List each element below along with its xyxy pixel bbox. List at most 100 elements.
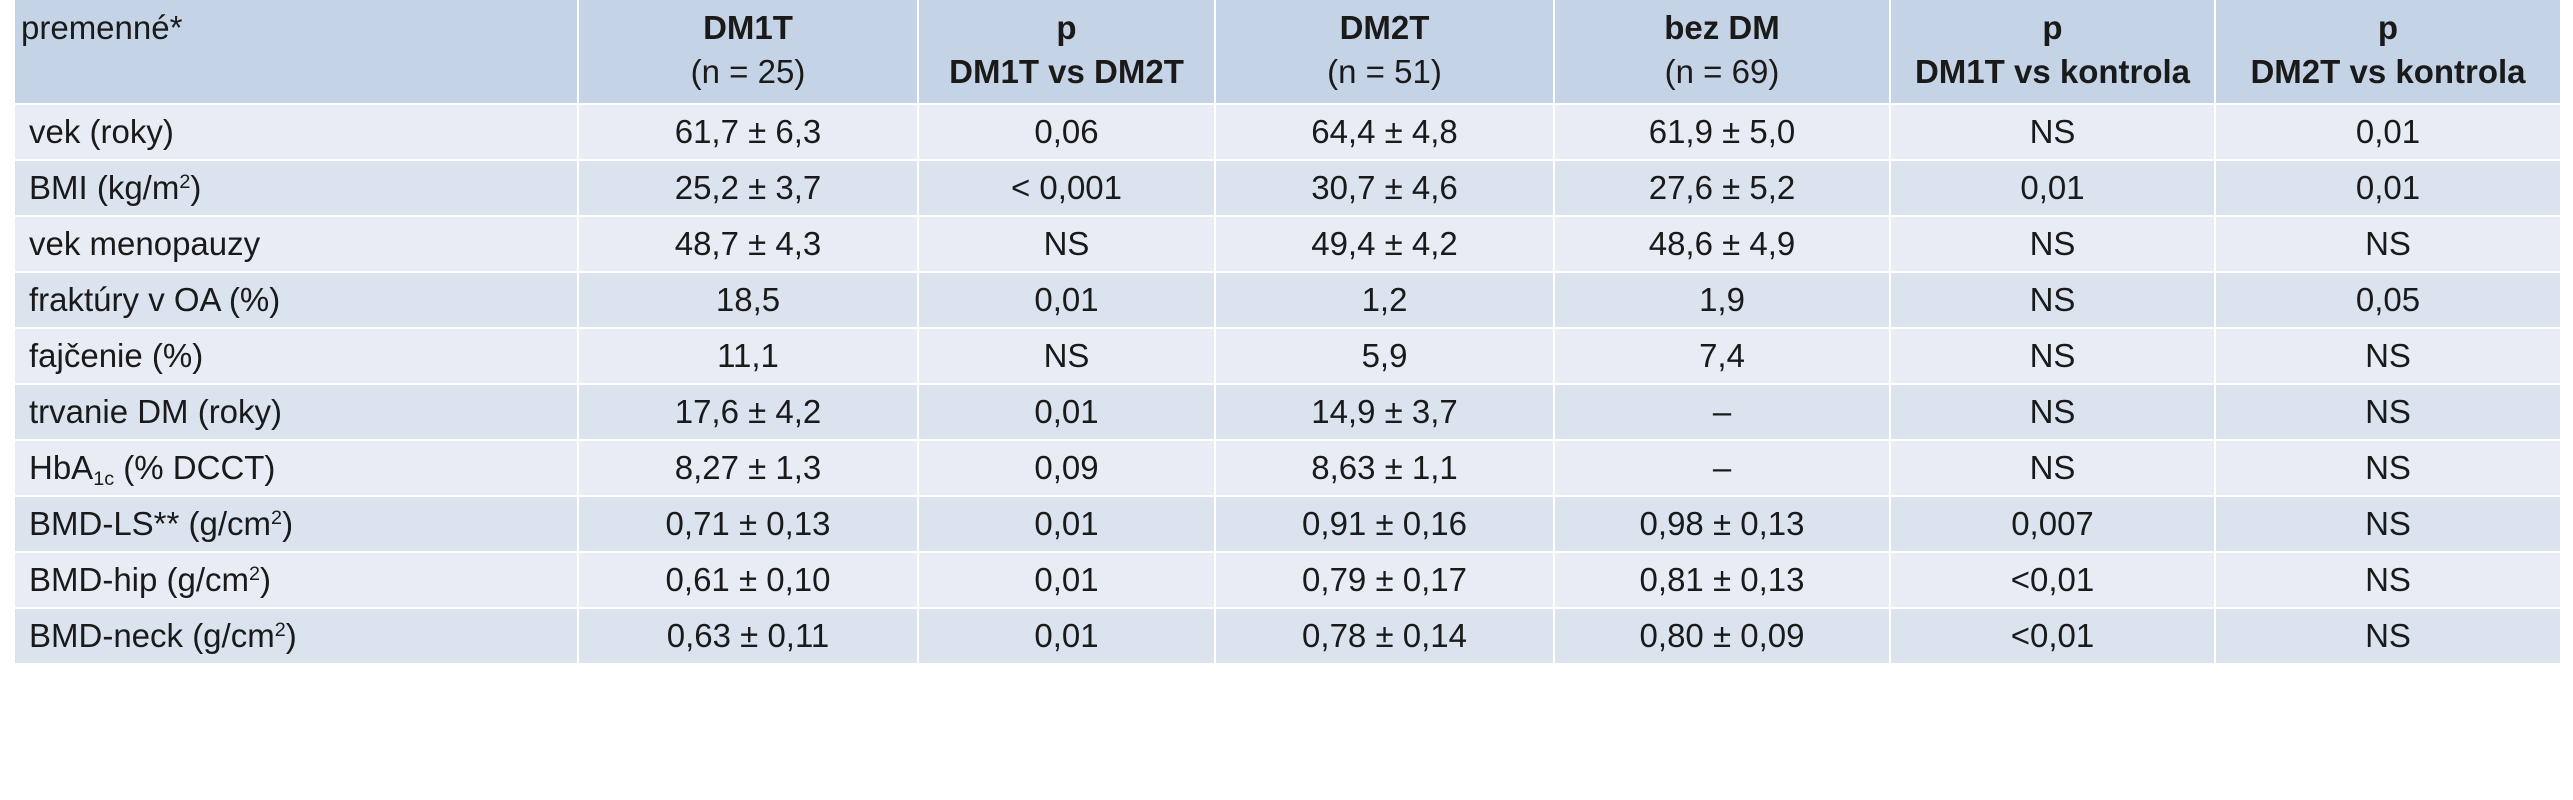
- cell-dm2t: 5,9: [1215, 327, 1555, 384]
- cell-p-dm2t-kontrola: NS: [2215, 439, 2560, 496]
- header-p-title: p: [2377, 9, 2399, 46]
- row-label: BMI (kg/m2): [15, 159, 579, 216]
- header-bez-dm-title: bez DM: [1664, 9, 1780, 46]
- table-row: BMD-hip (g/cm2) 0,61 ± 0,10 0,01 0,79 ± …: [15, 551, 2560, 608]
- cell-dm2t: 0,91 ± 0,16: [1215, 495, 1555, 552]
- cell-p-dm2t-kontrola: 0,01: [2215, 159, 2560, 216]
- row-label-main: BMD-hip (g/cm: [29, 561, 250, 598]
- cell-dm1t: 0,61 ± 0,10: [578, 551, 919, 608]
- table-row: HbA1c (% DCCT) 8,27 ± 1,3 0,09 8,63 ± 1,…: [15, 439, 2560, 496]
- header-variables: premenné*: [15, 0, 579, 104]
- cell-p-dm1t-dm2t: NS: [918, 327, 1216, 384]
- cell-dm1t: 48,7 ± 4,3: [578, 215, 919, 272]
- table-row: BMI (kg/m2) 25,2 ± 3,7 < 0,001 30,7 ± 4,…: [15, 159, 2560, 216]
- cell-bez-dm: –: [1554, 439, 1891, 496]
- cell-p-dm1t-kontrola: NS: [1890, 103, 2216, 160]
- cell-p-dm1t-kontrola: <0,01: [1890, 607, 2216, 663]
- cell-p-dm2t-kontrola: 0,01: [2215, 103, 2560, 160]
- cell-p-dm1t-dm2t: 0,01: [918, 271, 1216, 328]
- header-p-title: p: [1056, 9, 1077, 46]
- cell-dm1t: 17,6 ± 4,2: [578, 383, 919, 440]
- row-label: fraktúry v OA (%): [15, 271, 579, 328]
- cell-p-dm1t-dm2t: NS: [918, 215, 1216, 272]
- cell-bez-dm: 7,4: [1554, 327, 1891, 384]
- cell-p-dm1t-kontrola: 0,01: [1890, 159, 2216, 216]
- cell-p-dm2t-kontrola: NS: [2215, 383, 2560, 440]
- table-body: vek (roky) 61,7 ± 6,3 0,06 64,4 ± 4,8 61…: [15, 103, 2560, 663]
- cell-bez-dm: 27,6 ± 5,2: [1554, 159, 1891, 216]
- row-label-main: BMD-LS** (g/cm: [29, 505, 272, 542]
- row-label: BMD-LS** (g/cm2): [15, 495, 579, 552]
- table-header: premenné* DM1T (n = 25) p DM1T vs DM2T D…: [15, 0, 2560, 104]
- cell-bez-dm: 0,80 ± 0,09: [1554, 607, 1891, 663]
- header-p-comparison: DM1T vs kontrola: [1914, 53, 2191, 90]
- header-row: premenné* DM1T (n = 25) p DM1T vs DM2T D…: [15, 0, 2560, 104]
- cell-bez-dm: 61,9 ± 5,0: [1554, 103, 1891, 160]
- cell-bez-dm: 0,98 ± 0,13: [1554, 495, 1891, 552]
- cell-p-dm1t-kontrola: NS: [1890, 271, 2216, 328]
- row-label-superscript: 2: [249, 563, 261, 586]
- header-dm2t-count: (n = 51): [1327, 53, 1442, 90]
- row-label-end: ): [190, 169, 202, 206]
- header-bez-dm-count: (n = 69): [1664, 53, 1780, 90]
- cell-dm2t: 49,4 ± 4,2: [1215, 215, 1555, 272]
- cell-p-dm1t-dm2t: 0,06: [918, 103, 1216, 160]
- cell-p-dm2t-kontrola: NS: [2215, 551, 2560, 608]
- cell-p-dm1t-kontrola: 0,007: [1890, 495, 2216, 552]
- table-row: vek menopauzy 48,7 ± 4,3 NS 49,4 ± 4,2 4…: [15, 215, 2560, 272]
- cell-dm2t: 0,79 ± 0,17: [1215, 551, 1555, 608]
- cell-dm1t: 0,63 ± 0,11: [578, 607, 919, 663]
- row-label: trvanie DM (roky): [15, 383, 579, 440]
- row-label: HbA1c (% DCCT): [15, 439, 579, 496]
- cell-p-dm2t-kontrola: NS: [2215, 607, 2560, 663]
- row-label: BMD-hip (g/cm2): [15, 551, 579, 608]
- cell-bez-dm: 48,6 ± 4,9: [1554, 215, 1891, 272]
- header-p-dm1t-dm2t: p DM1T vs DM2T: [918, 0, 1216, 104]
- row-label-superscript: 2: [271, 507, 283, 530]
- cell-dm2t: 0,78 ± 0,14: [1215, 607, 1555, 663]
- table-row: fajčenie (%) 11,1 NS 5,9 7,4 NS NS: [15, 327, 2560, 384]
- cell-bez-dm: 1,9: [1554, 271, 1891, 328]
- cell-dm1t: 8,27 ± 1,3: [578, 439, 919, 496]
- header-p-dm2t-kontrola: p DM2T vs kontrola: [2215, 0, 2560, 104]
- row-label-main: HbA: [29, 449, 94, 486]
- cell-p-dm1t-dm2t: 0,01: [918, 383, 1216, 440]
- cell-dm2t: 14,9 ± 3,7: [1215, 383, 1555, 440]
- table-row: BMD-neck (g/cm2) 0,63 ± 0,11 0,01 0,78 ±…: [15, 607, 2560, 663]
- cell-dm2t: 1,2: [1215, 271, 1555, 328]
- row-label: fajčenie (%): [15, 327, 579, 384]
- header-dm2t-title: DM2T: [1339, 9, 1430, 46]
- row-label: vek menopauzy: [15, 215, 579, 272]
- cell-p-dm1t-kontrola: NS: [1890, 215, 2216, 272]
- header-dm1t-count: (n = 25): [690, 53, 806, 90]
- table-row: BMD-LS** (g/cm2) 0,71 ± 0,13 0,01 0,91 ±…: [15, 495, 2560, 552]
- cell-dm1t: 0,71 ± 0,13: [578, 495, 919, 552]
- cell-p-dm1t-dm2t: 0,01: [918, 551, 1216, 608]
- header-dm1t: DM1T (n = 25): [578, 0, 919, 104]
- cell-p-dm2t-kontrola: NS: [2215, 215, 2560, 272]
- header-dm2t: DM2T (n = 51): [1215, 0, 1555, 104]
- table-row: trvanie DM (roky) 17,6 ± 4,2 0,01 14,9 ±…: [15, 383, 2560, 440]
- cell-dm2t: 30,7 ± 4,6: [1215, 159, 1555, 216]
- header-bez-dm: bez DM (n = 69): [1554, 0, 1891, 104]
- header-p-dm1t-kontrola: p DM1T vs kontrola: [1890, 0, 2216, 104]
- cell-dm1t: 61,7 ± 6,3: [578, 103, 919, 160]
- row-label-superscript: 2: [179, 171, 191, 194]
- cell-p-dm1t-dm2t: < 0,001: [918, 159, 1216, 216]
- data-table-container: premenné* DM1T (n = 25) p DM1T vs DM2T D…: [15, 0, 2560, 663]
- header-p-comparison: DM1T vs DM2T: [949, 53, 1184, 90]
- cell-dm1t: 11,1: [578, 327, 919, 384]
- cell-p-dm1t-dm2t: 0,09: [918, 439, 1216, 496]
- row-label-end: ): [260, 561, 272, 598]
- row-label-subscript: 1c: [93, 467, 115, 490]
- cell-dm2t: 8,63 ± 1,1: [1215, 439, 1555, 496]
- row-label-main: BMD-neck (g/cm: [29, 617, 275, 654]
- cell-p-dm2t-kontrola: NS: [2215, 495, 2560, 552]
- data-table: premenné* DM1T (n = 25) p DM1T vs DM2T D…: [15, 0, 2560, 663]
- cell-p-dm1t-kontrola: NS: [1890, 327, 2216, 384]
- row-label: BMD-neck (g/cm2): [15, 607, 579, 663]
- cell-p-dm2t-kontrola: NS: [2215, 327, 2560, 384]
- header-p-title: p: [2042, 9, 2063, 46]
- cell-bez-dm: 0,81 ± 0,13: [1554, 551, 1891, 608]
- cell-bez-dm: –: [1554, 383, 1891, 440]
